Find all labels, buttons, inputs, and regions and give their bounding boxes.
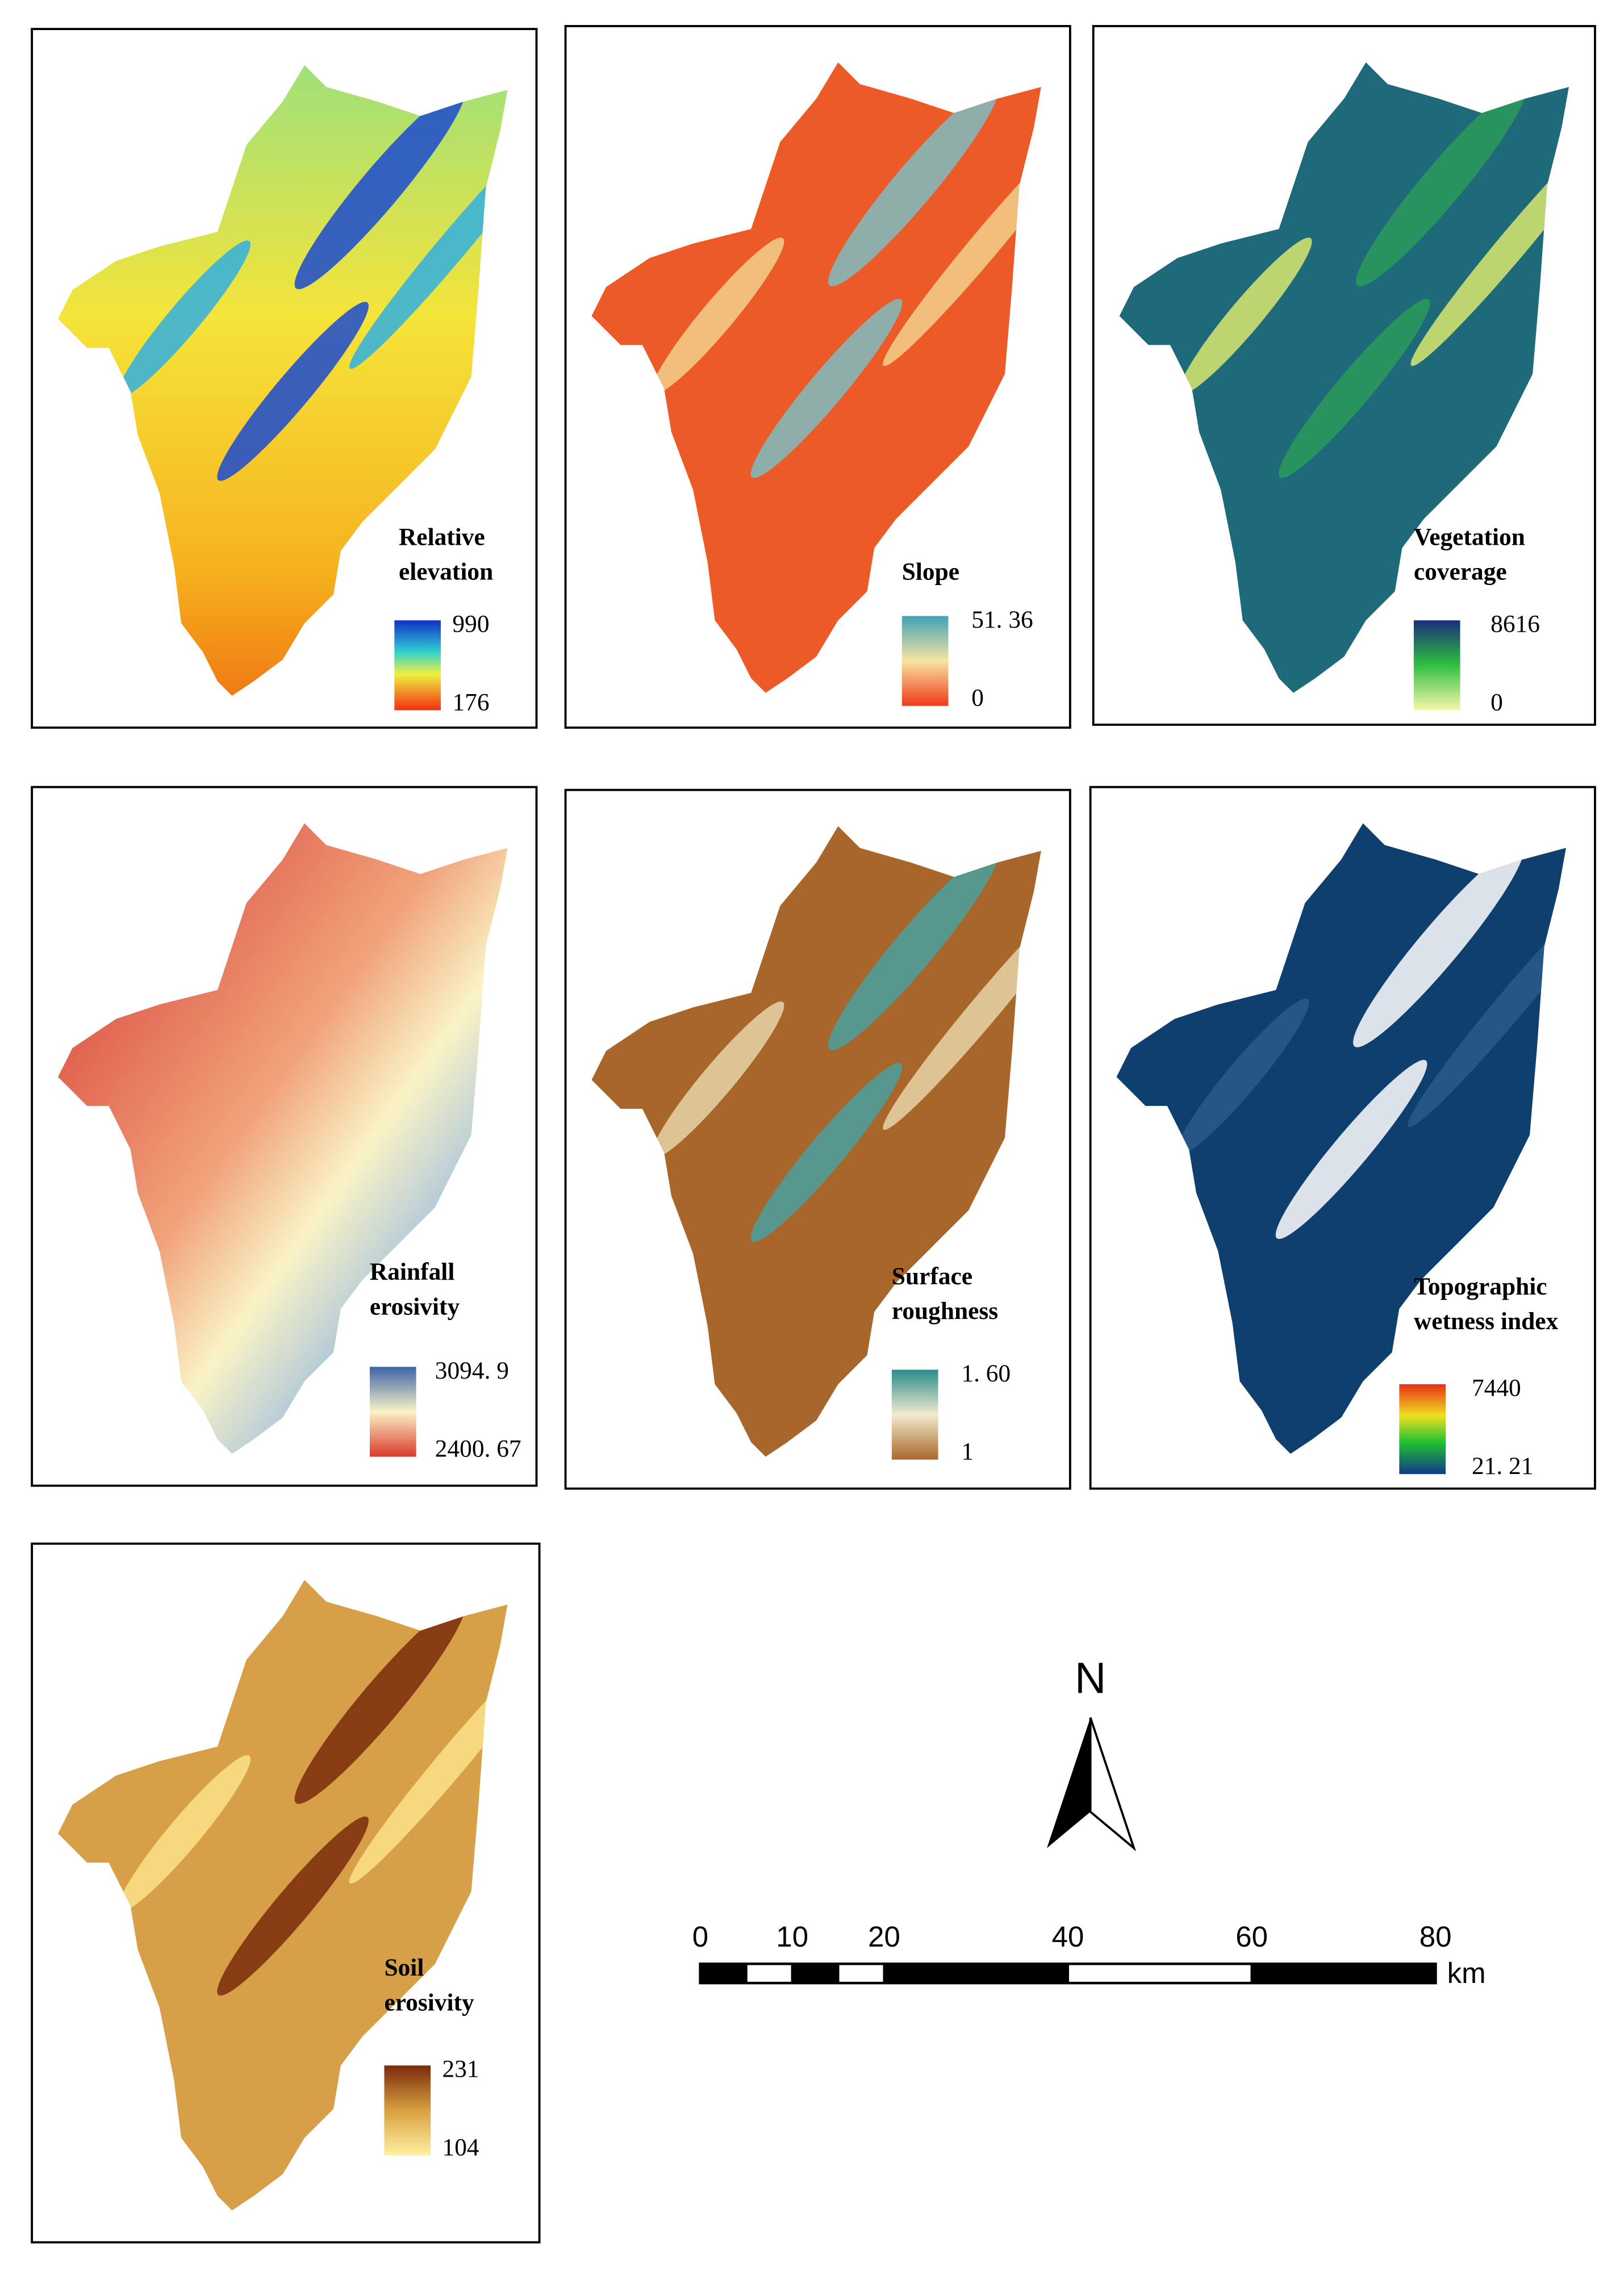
terrain-band [118, 240, 251, 398]
scale-label: 80 [1420, 1920, 1452, 1953]
map-panel: Topographic wetness index 7440 21. 21 [1089, 786, 1596, 1490]
legend-max: 51. 36 [971, 606, 1033, 633]
terrain-band [294, 87, 465, 290]
panel-title: Vegetation [1414, 523, 1525, 550]
scale-segment [837, 1962, 886, 1984]
legend-max: 1. 60 [961, 1360, 1011, 1387]
terrain-band [828, 85, 999, 287]
legend-colorbar [369, 1367, 416, 1457]
panel-title: erosivity [384, 1989, 474, 2016]
scale-segment [1067, 1962, 1253, 1984]
legend-min: 0 [971, 684, 984, 712]
map-panel: Vegetation coverage 8616 0 [1092, 25, 1596, 726]
scale-segment [791, 1962, 840, 1984]
legend-min: 2400. 67 [435, 1435, 521, 1463]
legend-colorbar [1413, 620, 1460, 711]
scale-segment [745, 1962, 794, 1984]
scale-segment [699, 1962, 748, 1984]
legend-max: 3094. 9 [435, 1357, 509, 1384]
map-panel: Slope 51. 36 0 [564, 25, 1071, 729]
region-map [1116, 823, 1566, 1454]
legend-max: 7440 [1472, 1374, 1521, 1401]
terrain-band [1353, 845, 1524, 1047]
terrain-band [750, 1063, 903, 1242]
terrain-band [217, 1817, 369, 1996]
scale-label: 20 [868, 1920, 900, 1953]
terrain-band [118, 1755, 251, 1912]
map-panel: Relative elevation 990 176 [31, 28, 538, 729]
legend-colorbar [384, 2065, 431, 2156]
legend-min: 176 [452, 688, 489, 716]
legend-colorbar [1399, 1384, 1446, 1475]
legend-min: 1 [961, 1438, 974, 1465]
legend-max: 990 [452, 611, 489, 638]
legend-min: 21. 21 [1472, 1452, 1533, 1480]
legend-max: 8616 [1491, 611, 1540, 638]
scale-segment [883, 1962, 1069, 1984]
scale-bar: 0 10 20 40 60 80 km [692, 1920, 1486, 1989]
panel-title: Soil [384, 1954, 424, 1981]
north-label: N [1075, 1655, 1106, 1703]
panel-title: wetness index [1414, 1308, 1559, 1335]
scale-unit: km [1447, 1957, 1486, 1989]
panel-title: Rainfall [370, 1258, 454, 1285]
legend-colorbar [394, 620, 441, 711]
scale-label: 60 [1235, 1920, 1268, 1953]
panel-title: elevation [399, 558, 493, 586]
terrain-band [1278, 299, 1430, 478]
north-arrow: N [1047, 1655, 1137, 1852]
legend-min: 0 [1491, 688, 1503, 716]
panel-title: coverage [1414, 558, 1507, 586]
terrain-band [1356, 85, 1527, 287]
terrain-band [294, 1602, 465, 1804]
terrain-band [1179, 237, 1312, 395]
terrain-band [1176, 998, 1309, 1156]
terrain-band [217, 302, 369, 481]
panel-title: Surface [892, 1263, 972, 1290]
terrain-band [750, 299, 903, 478]
scale-label: 10 [776, 1920, 808, 1953]
legend-colorbar [901, 616, 949, 706]
terrain-band [651, 237, 784, 395]
map-panel: Soil erosivity 231 104 [31, 1542, 541, 2244]
terrain-band [651, 1001, 784, 1159]
legend-max: 231 [442, 2056, 479, 2083]
legend-min: 104 [442, 2134, 479, 2161]
region-features [1176, 845, 1566, 1239]
panel-title: Relative [399, 523, 485, 550]
scale-label: 40 [1052, 1920, 1084, 1953]
legend-colorbar [891, 1369, 938, 1460]
map-panel: Surface roughness 1. 60 1 [564, 788, 1071, 1490]
terrain-band [828, 849, 999, 1050]
terrain-band [1275, 1059, 1427, 1239]
scale-segment [1250, 1962, 1437, 1984]
panel-title: erosivity [370, 1293, 460, 1320]
scale-label: 0 [692, 1920, 708, 1953]
panel-title: Slope [902, 558, 959, 586]
panel-title: roughness [892, 1297, 998, 1325]
panel-title: Topographic [1414, 1273, 1547, 1300]
map-panel: Rainfall erosivity 3094. 9 2400. 67 [31, 786, 538, 1487]
